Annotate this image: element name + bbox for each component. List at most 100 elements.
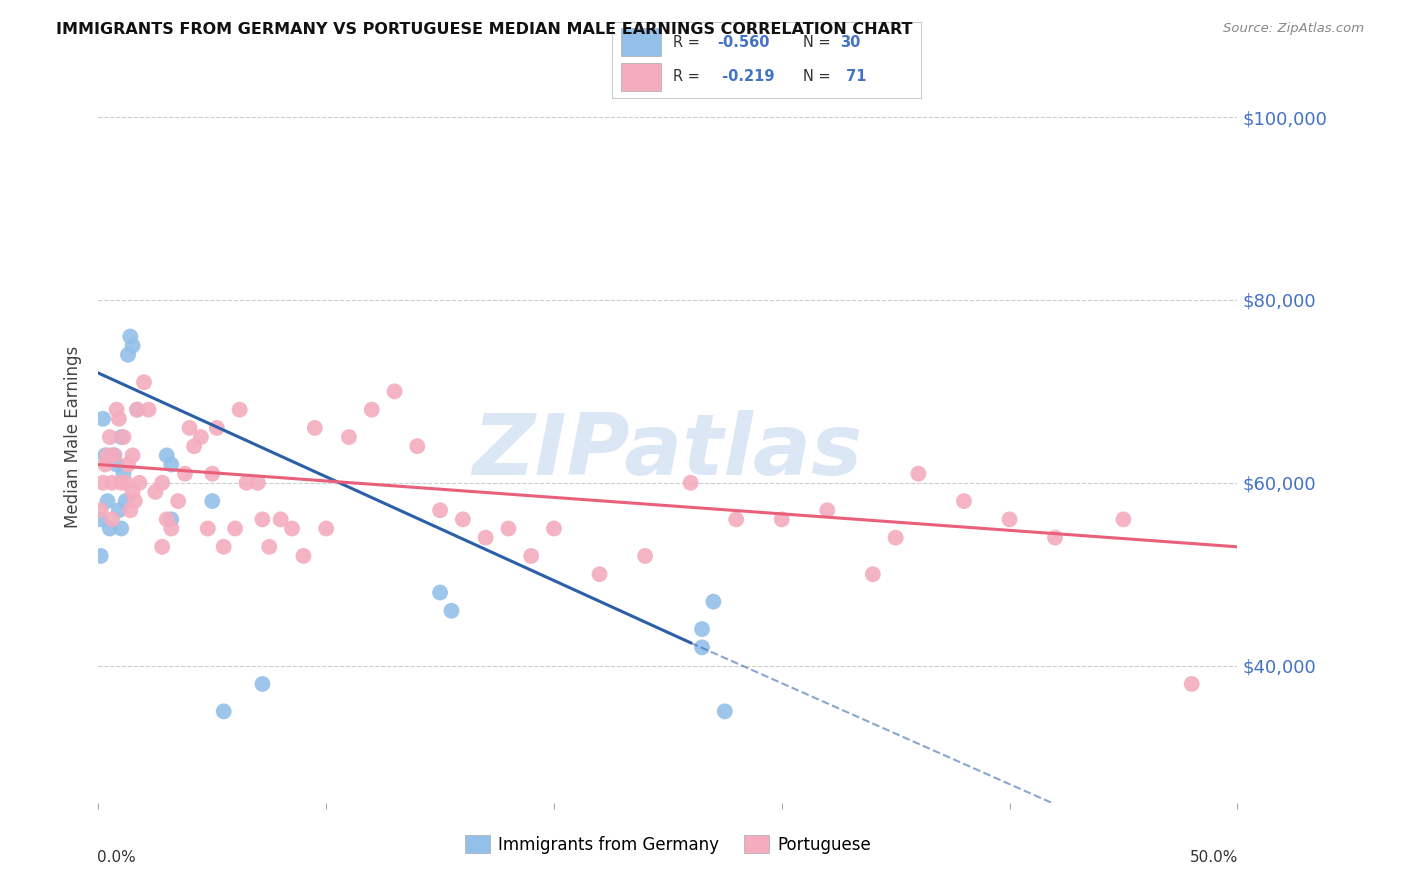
- Y-axis label: Median Male Earnings: Median Male Earnings: [65, 346, 83, 528]
- Point: [679, 475, 702, 490]
- Point: [179, 421, 201, 435]
- Point: [634, 549, 657, 563]
- Point: [440, 604, 463, 618]
- Point: [160, 458, 183, 472]
- Text: ZIPatlas: ZIPatlas: [472, 410, 863, 493]
- Point: [714, 705, 737, 719]
- Point: [110, 430, 132, 444]
- Point: [128, 475, 150, 490]
- Point: [108, 411, 131, 425]
- Point: [543, 521, 565, 535]
- Point: [1043, 531, 1066, 545]
- Text: -0.219: -0.219: [717, 70, 775, 85]
- Point: [110, 475, 132, 490]
- Point: [120, 503, 142, 517]
- Point: [252, 512, 274, 526]
- Bar: [621, 63, 661, 91]
- Point: [1181, 677, 1204, 691]
- Point: [384, 384, 406, 399]
- Point: [259, 540, 281, 554]
- Point: [201, 494, 224, 508]
- Point: [252, 677, 274, 691]
- Point: [105, 402, 128, 417]
- Point: [114, 494, 136, 508]
- Point: [117, 458, 139, 472]
- Point: [138, 402, 160, 417]
- Point: [953, 494, 976, 508]
- Point: [429, 503, 451, 517]
- Point: [120, 329, 142, 343]
- Text: Source: ZipAtlas.com: Source: ZipAtlas.com: [1223, 22, 1364, 36]
- Point: [520, 549, 543, 563]
- Point: [105, 458, 128, 472]
- Point: [212, 705, 235, 719]
- Point: [205, 421, 228, 435]
- Point: [108, 503, 131, 517]
- Point: [121, 484, 143, 499]
- Point: [174, 467, 197, 481]
- Point: [315, 521, 337, 535]
- Text: N =: N =: [803, 70, 835, 85]
- Point: [156, 512, 179, 526]
- Point: [1112, 512, 1135, 526]
- Point: [101, 512, 124, 526]
- Text: 50.0%: 50.0%: [1189, 850, 1239, 865]
- Point: [90, 549, 112, 563]
- Point: [121, 448, 143, 462]
- Point: [360, 402, 382, 417]
- Point: [702, 594, 724, 608]
- Point: [101, 448, 124, 462]
- Point: [103, 448, 125, 462]
- Point: [132, 375, 155, 389]
- Point: [110, 521, 132, 535]
- Point: [498, 521, 520, 535]
- Point: [96, 448, 118, 462]
- Point: [474, 531, 496, 545]
- Point: [103, 448, 125, 462]
- Point: [127, 402, 149, 417]
- Point: [998, 512, 1021, 526]
- Point: [451, 512, 474, 526]
- Point: [124, 494, 146, 508]
- Point: [884, 531, 907, 545]
- Point: [91, 411, 114, 425]
- Point: [337, 430, 360, 444]
- Point: [862, 567, 884, 582]
- Point: [127, 402, 149, 417]
- Text: IMMIGRANTS FROM GERMANY VS PORTUGUESE MEDIAN MALE EARNINGS CORRELATION CHART: IMMIGRANTS FROM GERMANY VS PORTUGUESE ME…: [56, 22, 912, 37]
- Point: [246, 475, 269, 490]
- Text: R =: R =: [673, 70, 704, 85]
- Legend: Immigrants from Germany, Portuguese: Immigrants from Germany, Portuguese: [458, 829, 877, 860]
- Point: [304, 421, 326, 435]
- Point: [235, 475, 257, 490]
- Point: [117, 348, 139, 362]
- Point: [160, 512, 183, 526]
- Text: R =: R =: [673, 35, 704, 50]
- Point: [94, 448, 117, 462]
- Point: [725, 512, 748, 526]
- Point: [114, 475, 136, 490]
- Point: [270, 512, 292, 526]
- Point: [160, 521, 183, 535]
- Point: [167, 494, 190, 508]
- Point: [907, 467, 929, 481]
- Text: 71: 71: [841, 70, 866, 85]
- Point: [212, 540, 235, 554]
- Point: [145, 484, 167, 499]
- Point: [190, 430, 212, 444]
- Point: [201, 467, 224, 481]
- Text: 0.0%: 0.0%: [97, 850, 136, 865]
- Point: [121, 338, 143, 352]
- Point: [815, 503, 838, 517]
- Point: [406, 439, 429, 453]
- Text: 30: 30: [841, 35, 860, 50]
- Point: [183, 439, 205, 453]
- Point: [94, 458, 117, 472]
- Point: [281, 521, 304, 535]
- Point: [429, 585, 451, 599]
- Point: [101, 475, 124, 490]
- Point: [690, 622, 713, 636]
- Point: [197, 521, 219, 535]
- Point: [690, 640, 713, 655]
- Text: N =: N =: [803, 35, 835, 50]
